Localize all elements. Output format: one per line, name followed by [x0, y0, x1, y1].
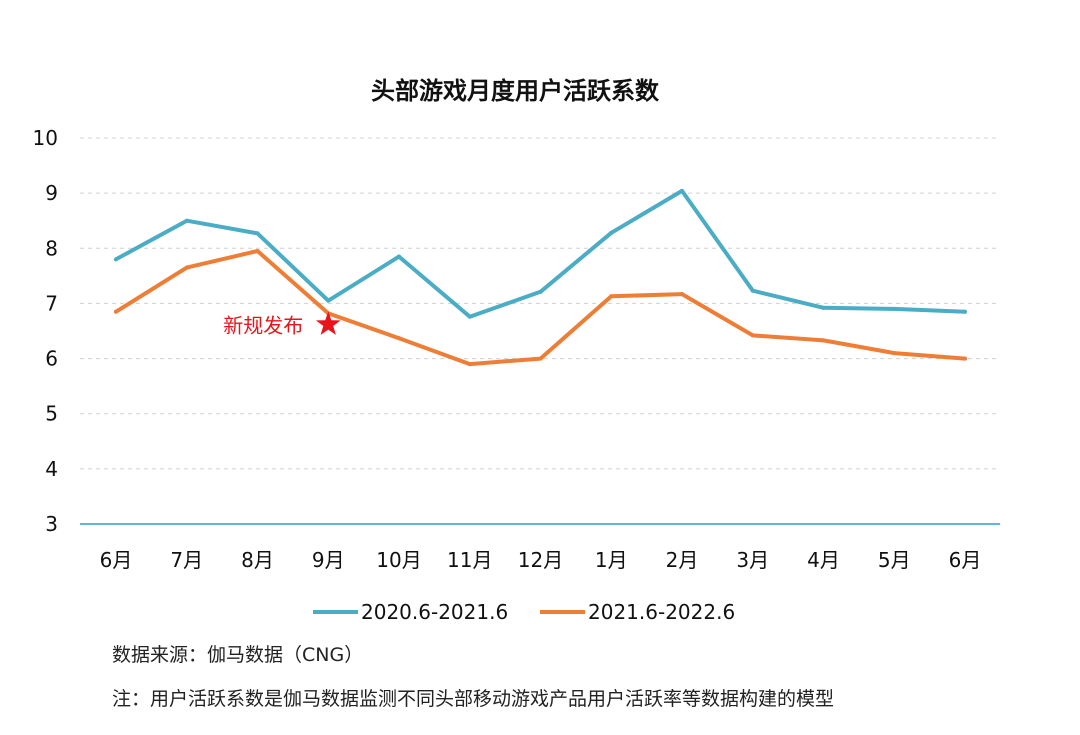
grid-lines [80, 137, 1000, 470]
x-tick-label: 5月 [878, 548, 911, 572]
y-tick-label: 8 [45, 236, 58, 260]
data-point [538, 289, 543, 294]
annotation-label: 新规发布 [223, 313, 303, 337]
data-point [255, 249, 260, 254]
data-point [821, 338, 826, 343]
legend-label: 2020.6-2021.6 [361, 600, 508, 624]
legend: 2020.6-2021.6 2021.6-2022.6 [313, 600, 735, 624]
x-tick-label: 9月 [312, 548, 345, 572]
line-chart: 头部游戏月度用户活跃系数 3 4 5 6 7 8 9 10 6月 7月 8月 9月 10月 11月 12月… [33, 77, 1000, 624]
data-point [750, 333, 755, 338]
y-tick-label: 4 [45, 457, 58, 481]
footnote: 注：用户活跃系数是伽马数据监测不同头部移动游戏产品用户活跃率等数据构建的模型 [112, 688, 835, 710]
chart-title: 头部游戏月度用户活跃系数 [371, 77, 660, 105]
data-point [184, 265, 189, 270]
y-tick-label: 5 [45, 402, 58, 426]
x-tick-label: 12月 [518, 548, 563, 572]
x-tick-label: 6月 [100, 548, 133, 572]
data-point [184, 218, 189, 223]
x-tick-label: 1月 [595, 548, 628, 572]
series-layer [114, 188, 967, 367]
y-axis: 3 4 5 6 7 8 9 10 [33, 126, 58, 536]
data-point [750, 288, 755, 293]
x-tick-label: 11月 [447, 548, 492, 572]
data-point [538, 356, 543, 361]
data-point [821, 305, 826, 310]
data-point [397, 336, 401, 341]
x-tick-label: 7月 [170, 548, 203, 572]
data-point [255, 231, 260, 236]
data-point [680, 292, 684, 297]
x-tick-label: 6月 [949, 548, 982, 572]
data-point [892, 351, 897, 356]
y-tick-label: 3 [45, 512, 58, 536]
data-point [326, 298, 331, 303]
x-tick-label: 8月 [241, 548, 274, 572]
data-point [397, 254, 401, 259]
data-point [467, 314, 472, 319]
data-point [609, 294, 614, 299]
x-tick-label: 4月 [807, 548, 840, 572]
x-tick-label: 2月 [666, 548, 699, 572]
data-point [114, 309, 118, 314]
data-point [963, 309, 967, 314]
star-icon [315, 311, 341, 335]
annotation-layer: 新规发布 [223, 311, 341, 337]
data-point [680, 188, 684, 193]
y-tick-label: 6 [45, 347, 58, 371]
x-axis: 6月 7月 8月 9月 10月 11月 12月 1月 2月 3月 4月 5月 6月 [80, 523, 1000, 572]
x-tick-label: 10月 [376, 548, 421, 572]
data-point [609, 230, 614, 235]
source-note: 数据来源：伽马数据（CNG） [112, 644, 364, 666]
y-tick-label: 7 [45, 291, 58, 315]
x-tick-label: 3月 [736, 548, 769, 572]
y-tick-label: 9 [45, 181, 58, 205]
data-point [467, 362, 472, 367]
data-point [892, 306, 897, 311]
y-tick-label: 10 [33, 126, 58, 150]
data-point [963, 356, 967, 361]
legend-label: 2021.6-2022.6 [588, 600, 735, 624]
data-point [114, 257, 118, 262]
